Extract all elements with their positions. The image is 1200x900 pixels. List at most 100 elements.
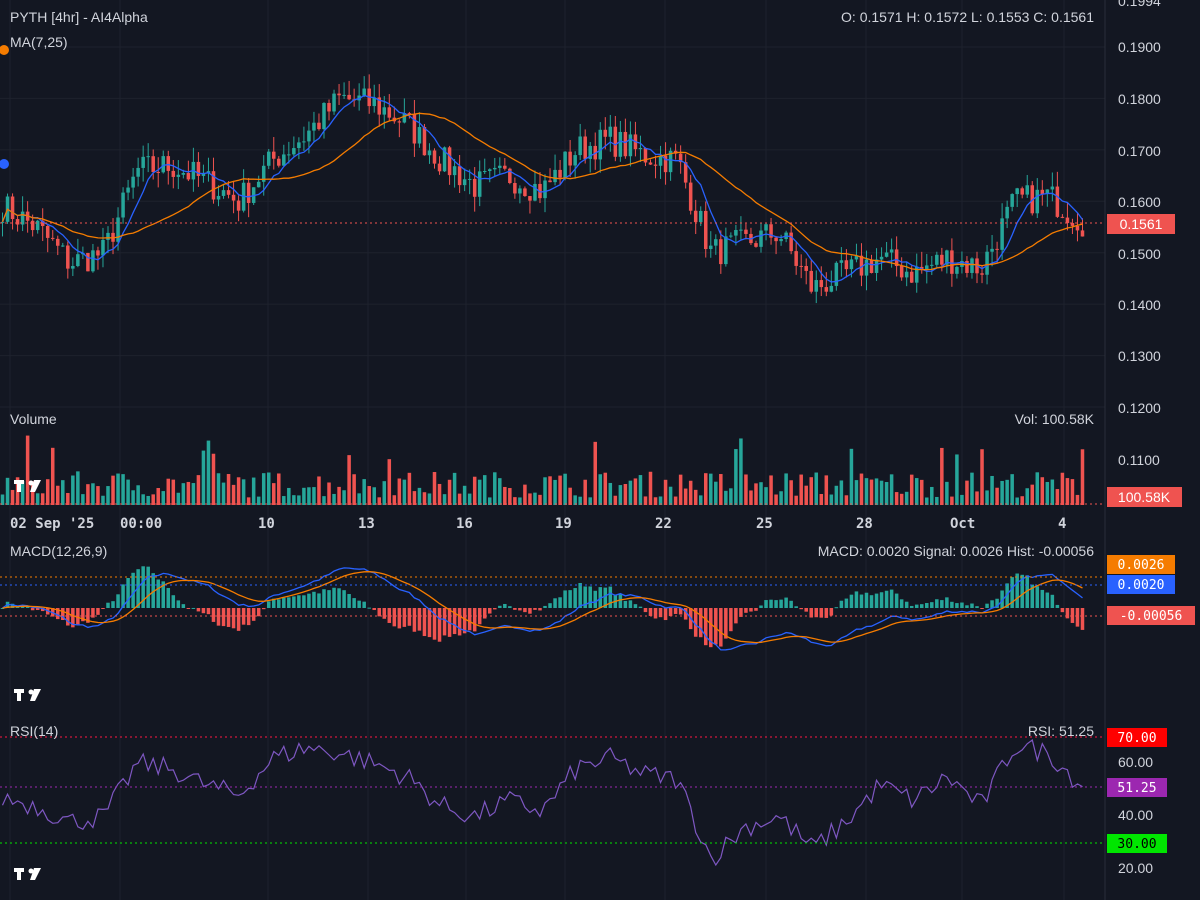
volume-bar: [191, 483, 196, 505]
last-price-tag: 0.1561: [1107, 214, 1175, 234]
macd-hist-bar: [754, 608, 758, 611]
macd-hist-bar: [518, 608, 522, 611]
candle-body: [61, 245, 65, 247]
candle-body: [71, 266, 75, 269]
volume-bar: [839, 480, 844, 505]
volume-bar: [40, 493, 45, 505]
macd-hist-bar: [925, 602, 929, 608]
candle-body: [302, 141, 306, 143]
macd-hist-bar: [935, 599, 939, 608]
candle-body: [955, 266, 959, 274]
macd-hist-bar: [231, 608, 236, 629]
macd-hist-bar: [658, 608, 663, 618]
candle-body: [287, 154, 291, 156]
volume-label[interactable]: Volume: [10, 411, 57, 427]
volume-bar: [663, 479, 668, 505]
time-axis[interactable]: 02 Sep '25 00:00 10 13 16 19 22 25 28 Oc…: [10, 516, 1066, 532]
candle-body: [66, 245, 70, 269]
chart-title: PYTH [4hr] - AI4Alpha: [10, 9, 148, 25]
macd-label[interactable]: MACD(12,26,9): [10, 543, 107, 559]
candle-body: [231, 194, 236, 201]
macd-hist-bar: [136, 569, 140, 608]
macd-hist-bar: [40, 608, 45, 612]
candle-body: [472, 178, 477, 197]
volume-bar: [518, 497, 522, 505]
candle-body: [628, 134, 633, 157]
volume-bar: [719, 474, 723, 505]
volume-bar: [25, 435, 30, 505]
volume-bar: [171, 479, 176, 505]
candle-body: [688, 182, 693, 211]
volume-bar: [437, 483, 442, 505]
candle-body: [487, 169, 492, 172]
candle-body: [829, 285, 834, 292]
rsi-label[interactable]: RSI(14): [10, 723, 58, 739]
candle-body: [96, 250, 100, 256]
macd-hist-bar: [894, 593, 899, 608]
volume-bar: [261, 473, 266, 505]
volume-bar: [879, 480, 884, 505]
volume-bar: [317, 476, 321, 505]
volume-bar: [452, 472, 457, 505]
volume-bar: [503, 486, 507, 505]
macd-hist-bar: [236, 608, 241, 631]
macd-hist-bar: [970, 603, 974, 608]
volume-bar: [246, 497, 251, 505]
volume-bar: [1075, 494, 1080, 505]
candle-body: [608, 126, 613, 137]
macd-hist-bar: [618, 594, 623, 608]
macd-hist-bar: [553, 598, 557, 608]
candle-body: [427, 150, 432, 156]
volume-bar: [422, 492, 427, 505]
candle-body: [849, 259, 854, 270]
macd-hist-bar: [1080, 608, 1085, 630]
candle-body: [874, 259, 879, 273]
macd-hist-bar: [955, 603, 959, 608]
candle-body: [146, 156, 150, 158]
candle-body: [528, 196, 532, 201]
macd-hist-bar: [673, 608, 678, 614]
volume-bar: [467, 493, 472, 505]
volume-bar: [914, 478, 919, 505]
macd-hist-bar: [1070, 608, 1075, 623]
volume-bar: [131, 490, 135, 505]
candle-body: [493, 167, 497, 170]
tradingview-logo-icon: [14, 689, 41, 701]
volume-bar: [357, 493, 361, 505]
ma-legend[interactable]: MA(7,25): [10, 34, 68, 50]
rsi-tick: 60.00: [1118, 754, 1153, 770]
candle-body: [548, 180, 552, 183]
volume-bar: [678, 474, 683, 505]
volume-bar: [362, 479, 366, 505]
candle-body: [216, 195, 221, 200]
macd-hist-bar: [824, 608, 829, 618]
volume-bar: [5, 477, 10, 505]
candle-body: [859, 255, 864, 276]
macd-hist-bar: [76, 608, 80, 625]
macd-hist-bar: [538, 608, 542, 611]
macd-hist-bar: [739, 608, 743, 617]
volume-bar: [1035, 472, 1040, 505]
price-tick: 0.1400: [1118, 297, 1161, 313]
macd-hist-bar: [975, 606, 979, 608]
rsi-value-tag-text: 51.25: [1117, 781, 1156, 796]
volume-bar: [668, 486, 673, 505]
price-axis[interactable]: 0.1994 0.1900 0.1800 0.1700 0.1600 0.150…: [1118, 0, 1161, 876]
macd-hist-bar: [35, 608, 40, 611]
candle-body: [136, 167, 140, 177]
volume-bar: [985, 490, 989, 505]
volume-bar: [256, 496, 261, 505]
macd-hist-bar: [990, 600, 994, 608]
candle-body: [35, 220, 40, 231]
candle-body: [1040, 189, 1045, 195]
macd-hist-tag: -0.00056: [1107, 606, 1195, 625]
macd-hist-bar: [462, 608, 467, 634]
candle-body: [166, 156, 171, 171]
candle-body: [985, 251, 989, 275]
volume-bar: [231, 484, 236, 505]
candle-body: [834, 262, 839, 286]
volume-bar: [603, 472, 608, 505]
macd-hist-bar: [307, 593, 311, 608]
macd-hist-bar: [648, 608, 653, 616]
